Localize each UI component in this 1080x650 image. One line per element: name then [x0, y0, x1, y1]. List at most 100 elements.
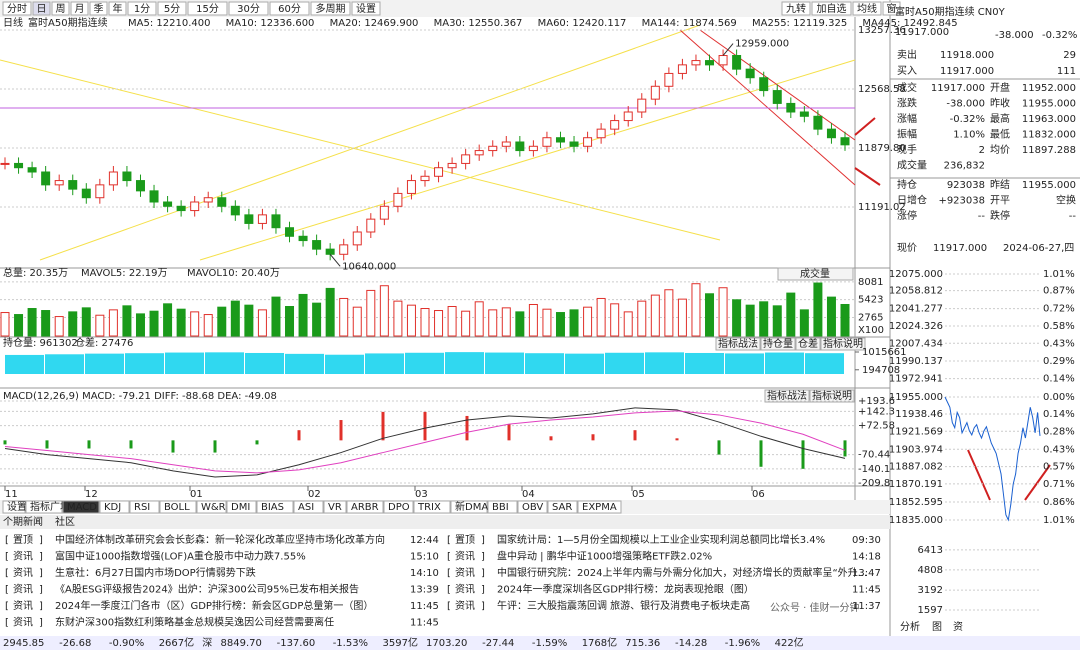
- volume-button-label[interactable]: 成交量: [800, 267, 830, 280]
- tool-button[interactable]: [127, 1, 157, 16]
- indicator-tab[interactable]: [450, 500, 488, 514]
- indicator-tab-label[interactable]: EXPMA: [582, 502, 617, 513]
- indicator-tab-label[interactable]: KDJ: [104, 502, 121, 513]
- tool-button[interactable]: [852, 1, 882, 16]
- news-tag[interactable]: 资讯: [455, 551, 475, 563]
- oi-tab-label[interactable]: 持仓量: [763, 337, 793, 350]
- oi-tab-label[interactable]: 指标战法: [718, 337, 758, 350]
- news-title[interactable]: 2024年一季度江门各市（区）GDP排行榜：新会区GDP总量第一（图）: [55, 599, 373, 612]
- indicator-tab-label[interactable]: VR: [328, 502, 342, 513]
- news-title[interactable]: 中国经济体制改革研究会会长彭森：新一轮深化改革应坚持市场化改革方向: [55, 533, 385, 546]
- tool-button-label[interactable]: 分时: [7, 3, 27, 15]
- indicator-tab-label[interactable]: MACD: [67, 502, 97, 513]
- tool-button[interactable]: [187, 1, 228, 16]
- news-tab[interactable]: 社区: [55, 515, 75, 528]
- news-title[interactable]: 午评：三大股指震荡回调 旅游、银行及消费电子板块走高: [497, 599, 750, 612]
- tool-button[interactable]: [882, 1, 901, 16]
- news-title[interactable]: 盘中异动 | 鹏华中证1000增强策略ETF跌2.02%: [497, 550, 712, 563]
- tool-button[interactable]: [70, 1, 89, 16]
- news-tag[interactable]: 资讯: [13, 600, 33, 612]
- tool-button[interactable]: [269, 1, 310, 16]
- tool-button-label[interactable]: 月: [75, 3, 85, 15]
- indicator-tab[interactable]: [577, 500, 622, 514]
- news-tag[interactable]: 资讯: [13, 551, 33, 563]
- indicator-tab[interactable]: [293, 500, 324, 514]
- news-title[interactable]: 生意社：6月27日国内市场DOP行情弱势下跌: [55, 566, 256, 579]
- indicator-tab[interactable]: [62, 500, 100, 514]
- indicator-tab-label[interactable]: ASI: [298, 502, 314, 513]
- news-title[interactable]: 中国银行研究院：2024上半年内需与外需分化加大，对经济增长的贡献率呈“外升..…: [497, 566, 867, 579]
- news-title[interactable]: 《A股ESG评级报告2024》出炉：沪深300公司95%已发布相关报告: [55, 583, 359, 596]
- news-tag[interactable]: 置顶: [455, 534, 475, 546]
- indicator-tab-label[interactable]: OBV: [522, 502, 543, 513]
- volume-button[interactable]: [777, 267, 854, 281]
- tool-button[interactable]: [32, 1, 51, 16]
- indicator-tab[interactable]: [413, 500, 451, 514]
- tool-button-label[interactable]: 周: [56, 3, 66, 15]
- news-tag[interactable]: 资讯: [455, 567, 475, 579]
- tool-button[interactable]: [89, 1, 108, 16]
- indicator-tab[interactable]: [196, 500, 227, 514]
- indicator-tab[interactable]: [256, 500, 294, 514]
- tool-button-label[interactable]: 1分: [134, 3, 150, 15]
- news-tag[interactable]: 置顶: [13, 534, 33, 546]
- tool-button-label[interactable]: 30分: [237, 3, 260, 15]
- oi-tab-label[interactable]: 指标说明: [823, 337, 863, 350]
- indicator-tab-label[interactable]: BIAS: [261, 502, 284, 513]
- macd-tab-label[interactable]: 指标说明: [812, 389, 852, 402]
- tool-button-label[interactable]: 九转: [786, 2, 806, 15]
- tool-button[interactable]: [157, 1, 187, 16]
- news-title[interactable]: 富国中证1000指数增强(LOF)A重仓股市中动力跌7.55%: [55, 550, 306, 563]
- indicator-tab[interactable]: [346, 500, 384, 514]
- tool-button-label[interactable]: 15分: [196, 3, 219, 15]
- indicator-tab[interactable]: [2, 500, 26, 514]
- indicator-tab-label[interactable]: 设置: [7, 501, 27, 513]
- indicator-tab[interactable]: [129, 500, 160, 514]
- indicator-tab[interactable]: [25, 500, 63, 514]
- tool-button-label[interactable]: 加自选: [817, 2, 847, 15]
- indicator-tab[interactable]: [547, 500, 578, 514]
- oi-tab[interactable]: [715, 337, 761, 351]
- oi-tab[interactable]: [820, 337, 866, 351]
- tool-button[interactable]: [108, 1, 127, 16]
- tool-button-label[interactable]: 60分: [278, 3, 301, 15]
- tool-button[interactable]: [811, 1, 852, 16]
- indicator-tab-label[interactable]: ARBR: [351, 502, 379, 513]
- macd-tab[interactable]: [764, 389, 810, 403]
- indicator-tab[interactable]: [226, 500, 257, 514]
- news-tag[interactable]: 资讯: [455, 584, 475, 596]
- tool-button-label[interactable]: 季: [94, 3, 104, 15]
- bottom-tab[interactable]: 图: [932, 621, 942, 633]
- indicator-tab-label[interactable]: BBI: [492, 502, 509, 513]
- tool-button-label[interactable]: 窗: [887, 2, 897, 15]
- tool-button-label[interactable]: 设置: [356, 3, 376, 15]
- oi-tab[interactable]: [795, 337, 821, 351]
- tool-button-label[interactable]: 多周期: [316, 2, 346, 15]
- tool-button[interactable]: [781, 1, 811, 16]
- indicator-tab-label[interactable]: DPO: [388, 502, 410, 513]
- indicator-tab-label[interactable]: 新DMA: [455, 500, 488, 513]
- news-tag[interactable]: 资讯: [455, 600, 475, 612]
- indicator-tab-label[interactable]: SAR: [552, 502, 572, 513]
- tool-button[interactable]: [51, 1, 70, 16]
- bottom-tab[interactable]: 资: [953, 621, 963, 633]
- news-tab[interactable]: 个期新闻: [3, 515, 43, 528]
- indicator-tab[interactable]: [517, 500, 548, 514]
- indicator-tab-label[interactable]: DMI: [231, 502, 250, 513]
- indicator-tab-label[interactable]: BOLL: [164, 502, 190, 513]
- news-tag[interactable]: 资讯: [13, 567, 33, 579]
- news-title[interactable]: 2024年一季度深圳各区GDP排行榜：龙岗表现抢眼（图）: [497, 583, 754, 596]
- indicator-tab[interactable]: [99, 500, 130, 514]
- indicator-tab[interactable]: [487, 500, 518, 514]
- indicator-tab[interactable]: [323, 500, 347, 514]
- tool-button[interactable]: [310, 1, 351, 16]
- tool-button[interactable]: [351, 1, 381, 16]
- indicator-tab[interactable]: [159, 500, 197, 514]
- indicator-tab-label[interactable]: 指标广场: [30, 500, 70, 513]
- news-tag[interactable]: 资讯: [13, 617, 33, 629]
- news-title[interactable]: 国家统计局：1—5月份全国规模以上工业企业实现利润总额同比增长3.4%: [497, 533, 825, 546]
- indicator-tab-label[interactable]: W&R: [201, 502, 226, 513]
- oi-tab[interactable]: [760, 337, 796, 351]
- macd-tab[interactable]: [809, 389, 855, 403]
- indicator-tab-label[interactable]: TRIX: [417, 502, 441, 513]
